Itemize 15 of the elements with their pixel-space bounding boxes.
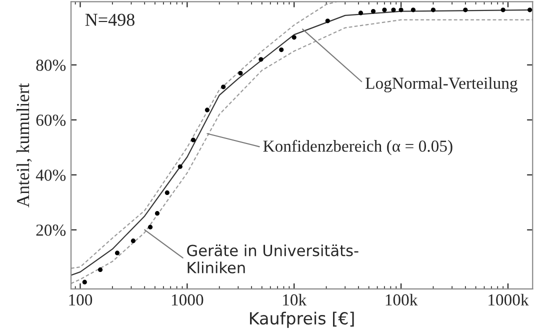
y-tick-label: 80% [36, 60, 66, 71]
x-tick-label: 1000 [172, 294, 204, 306]
x-tick-label: 1000k [488, 294, 529, 306]
x-tick-label: 10k [283, 294, 307, 306]
annotation: LogNormal-Verteilung [366, 77, 518, 92]
y-tick-label: 20% [36, 224, 66, 236]
annotation: Konfidenzbereich (α = 0.05) [263, 140, 452, 156]
x-axis-title: Kaufpreis [€] [250, 312, 354, 328]
y-axis-title: Anteil, kumuliert [16, 83, 32, 208]
annotation: Geräte in Universitäts- Kliniken [187, 244, 358, 274]
y-tick-label: 60% [36, 114, 66, 126]
x-tick-label: 100 [69, 294, 92, 306]
annotation: N=498 [85, 14, 134, 26]
x-tick-label: 100k [386, 294, 418, 306]
y-tick-label: 40% [36, 170, 66, 181]
